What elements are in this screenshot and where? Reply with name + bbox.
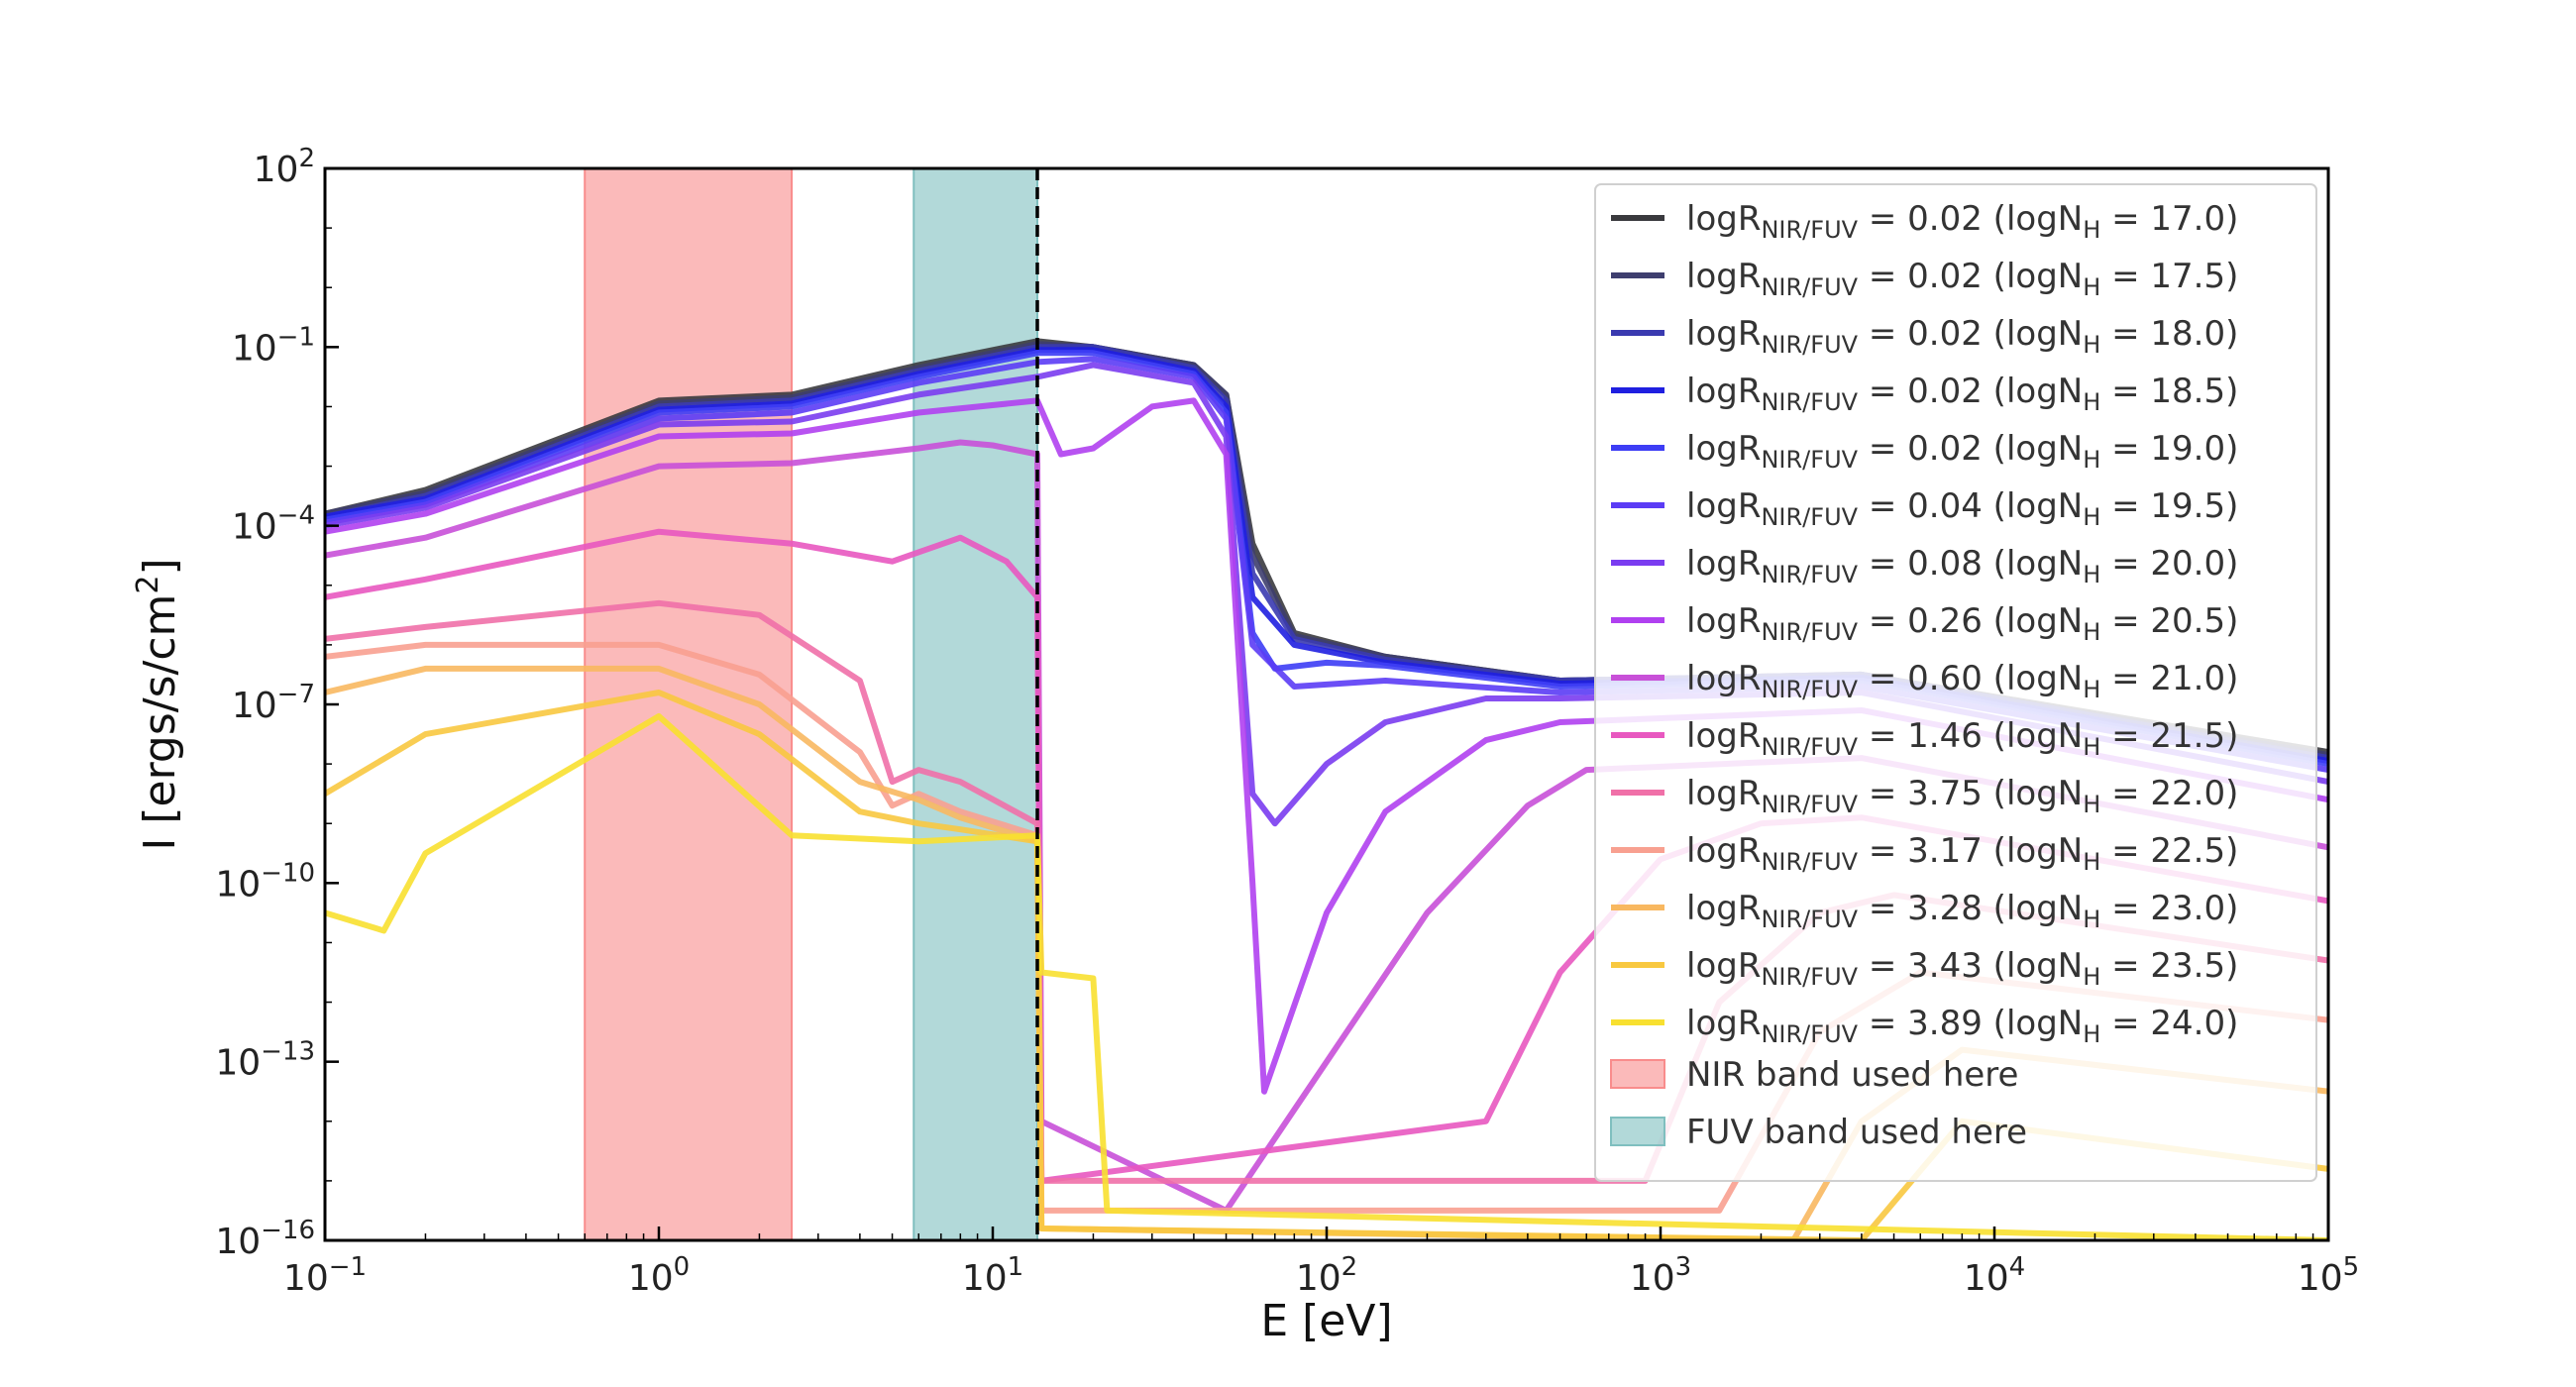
legend-entry: logRNIR/FUV = 0.60 (logNH = 21.0) <box>1686 659 2238 703</box>
legend-nir-label: NIR band used here <box>1686 1055 2018 1095</box>
series-line-nh-20.5 <box>325 397 2328 1095</box>
legend: logRNIR/FUV = 0.02 (logNH = 17.0) logRNIR… <box>1594 183 2317 1182</box>
legend-fuv-label: FUV band used here <box>1686 1113 2027 1152</box>
fuv-band <box>912 168 1039 1240</box>
legend-entry: logRNIR/FUV = 3.75 (logNH = 22.0) <box>1686 774 2238 818</box>
legend-fuv-swatch <box>1610 1117 1665 1146</box>
legend-entry: logRNIR/FUV = 0.02 (logNH = 19.0) <box>1686 429 2238 474</box>
x-tick-label: 101 <box>962 1252 1023 1299</box>
legend-entry: logRNIR/FUV = 0.02 (logNH = 18.5) <box>1686 372 2238 416</box>
y-tick-label: 10−7 <box>232 680 315 726</box>
legend-entry: logRNIR/FUV = 1.46 (logNH = 21.5) <box>1686 716 2238 761</box>
legend-entry: logRNIR/FUV = 0.04 (logNH = 19.5) <box>1686 486 2238 531</box>
y-tick-label: 10−16 <box>215 1216 315 1262</box>
legend-entry: logRNIR/FUV = 0.08 (logNH = 20.0) <box>1686 544 2238 588</box>
legend-entry: logRNIR/FUV = 3.43 (logNH = 23.5) <box>1686 946 2238 991</box>
y-tick-label: 102 <box>254 144 315 190</box>
x-tick-label: 100 <box>628 1252 690 1299</box>
legend-entry: logRNIR/FUV = 0.02 (logNH = 17.5) <box>1686 257 2238 301</box>
legend-entry: logRNIR/FUV = 0.02 (logNH = 18.0) <box>1686 314 2238 359</box>
x-tick-label: 104 <box>1964 1252 2025 1299</box>
x-axis-label: E [eV] <box>1260 1296 1392 1346</box>
legend-entry: logRNIR/FUV = 3.17 (logNH = 22.5) <box>1686 831 2238 876</box>
y-tick-label: 10−4 <box>232 501 315 548</box>
legend-entry: logRNIR/FUV = 3.28 (logNH = 23.0) <box>1686 889 2238 933</box>
y-tick-label: 10−13 <box>215 1037 315 1084</box>
y-tick-label: 10−1 <box>232 322 315 369</box>
legend-nir-swatch <box>1610 1059 1665 1089</box>
legend-entry: logRNIR/FUV = 0.02 (logNH = 17.0) <box>1686 199 2238 244</box>
y-tick-label: 10−10 <box>215 858 315 905</box>
x-tick-label: 102 <box>1296 1252 1357 1299</box>
y-axis-label: I [ergs/s/cm2] <box>131 558 186 850</box>
x-tick-label: 10−1 <box>283 1252 367 1299</box>
series-line-nh-23.5 <box>325 690 2328 1240</box>
x-tick-label: 105 <box>2298 1252 2359 1299</box>
legend-entry: logRNIR/FUV = 3.89 (logNH = 24.0) <box>1686 1004 2238 1048</box>
series-line-nh-19.5 <box>325 356 2328 774</box>
series-line-nh-24.0 <box>325 713 2328 1240</box>
series-line-nh-20.0 <box>325 362 2328 827</box>
legend-box <box>1594 183 2317 1182</box>
x-tick-label: 103 <box>1630 1252 1691 1299</box>
legend-entry: logRNIR/FUV = 0.26 (logNH = 20.5) <box>1686 601 2238 646</box>
